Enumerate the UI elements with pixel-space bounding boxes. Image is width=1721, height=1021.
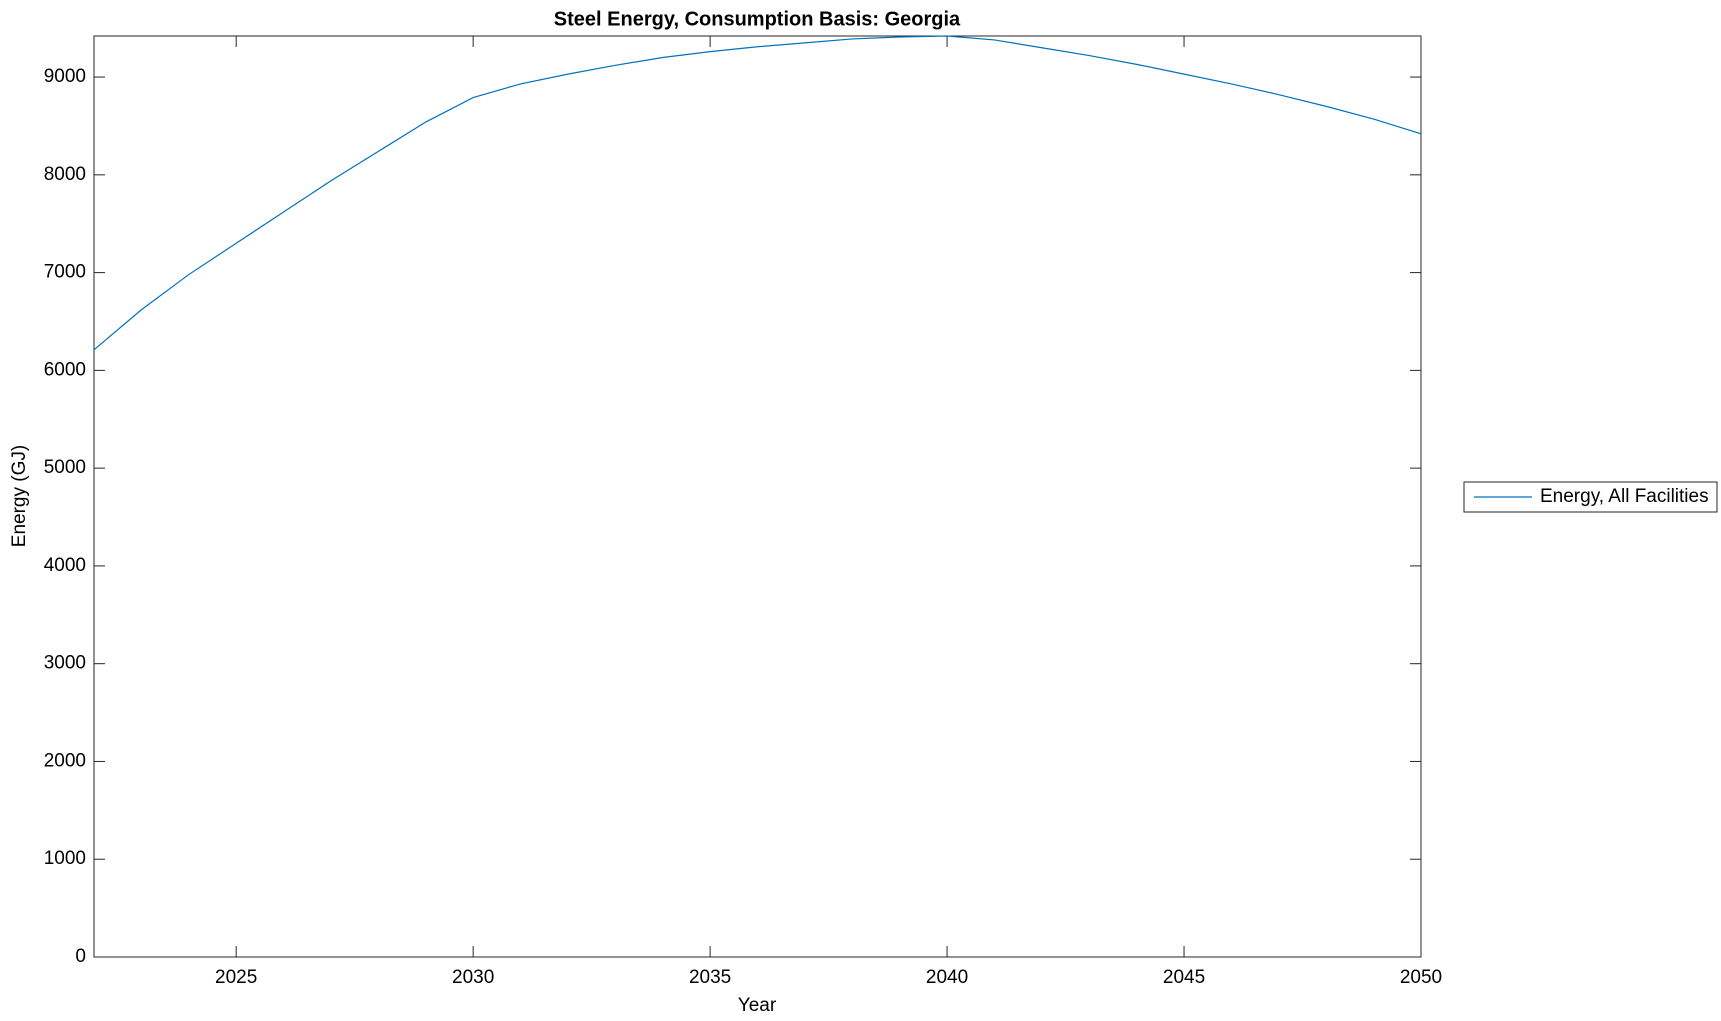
x-tick-label: 2050: [1400, 967, 1442, 988]
legend-label: Energy, All Facilities: [1540, 486, 1709, 507]
y-tick-label: 7000: [44, 262, 86, 283]
y-tick-label: 5000: [44, 457, 86, 478]
chart-title: Steel Energy, Consumption Basis: Georgia: [554, 8, 961, 30]
y-tick-label: 1000: [44, 848, 86, 869]
y-tick-label: 3000: [44, 653, 86, 674]
data-line: [93, 35, 1422, 351]
y-tick-label: 2000: [44, 750, 86, 771]
x-tick-label: 2030: [452, 967, 494, 988]
x-tick-label: 2025: [215, 967, 257, 988]
plot-area: [93, 35, 1422, 958]
y-tick-label: 0: [75, 946, 86, 967]
y-tick-label: 6000: [44, 359, 86, 380]
x-tick-label: 2035: [689, 967, 731, 988]
y-tick-label: 4000: [44, 555, 86, 576]
y-tick-label: 8000: [44, 164, 86, 185]
x-axis-label: Year: [738, 995, 777, 1016]
x-tick-label: 2045: [1163, 967, 1205, 988]
y-tick-label: 9000: [44, 66, 86, 87]
y-axis-label: Energy (GJ): [9, 445, 30, 547]
x-tick-label: 2040: [926, 967, 968, 988]
